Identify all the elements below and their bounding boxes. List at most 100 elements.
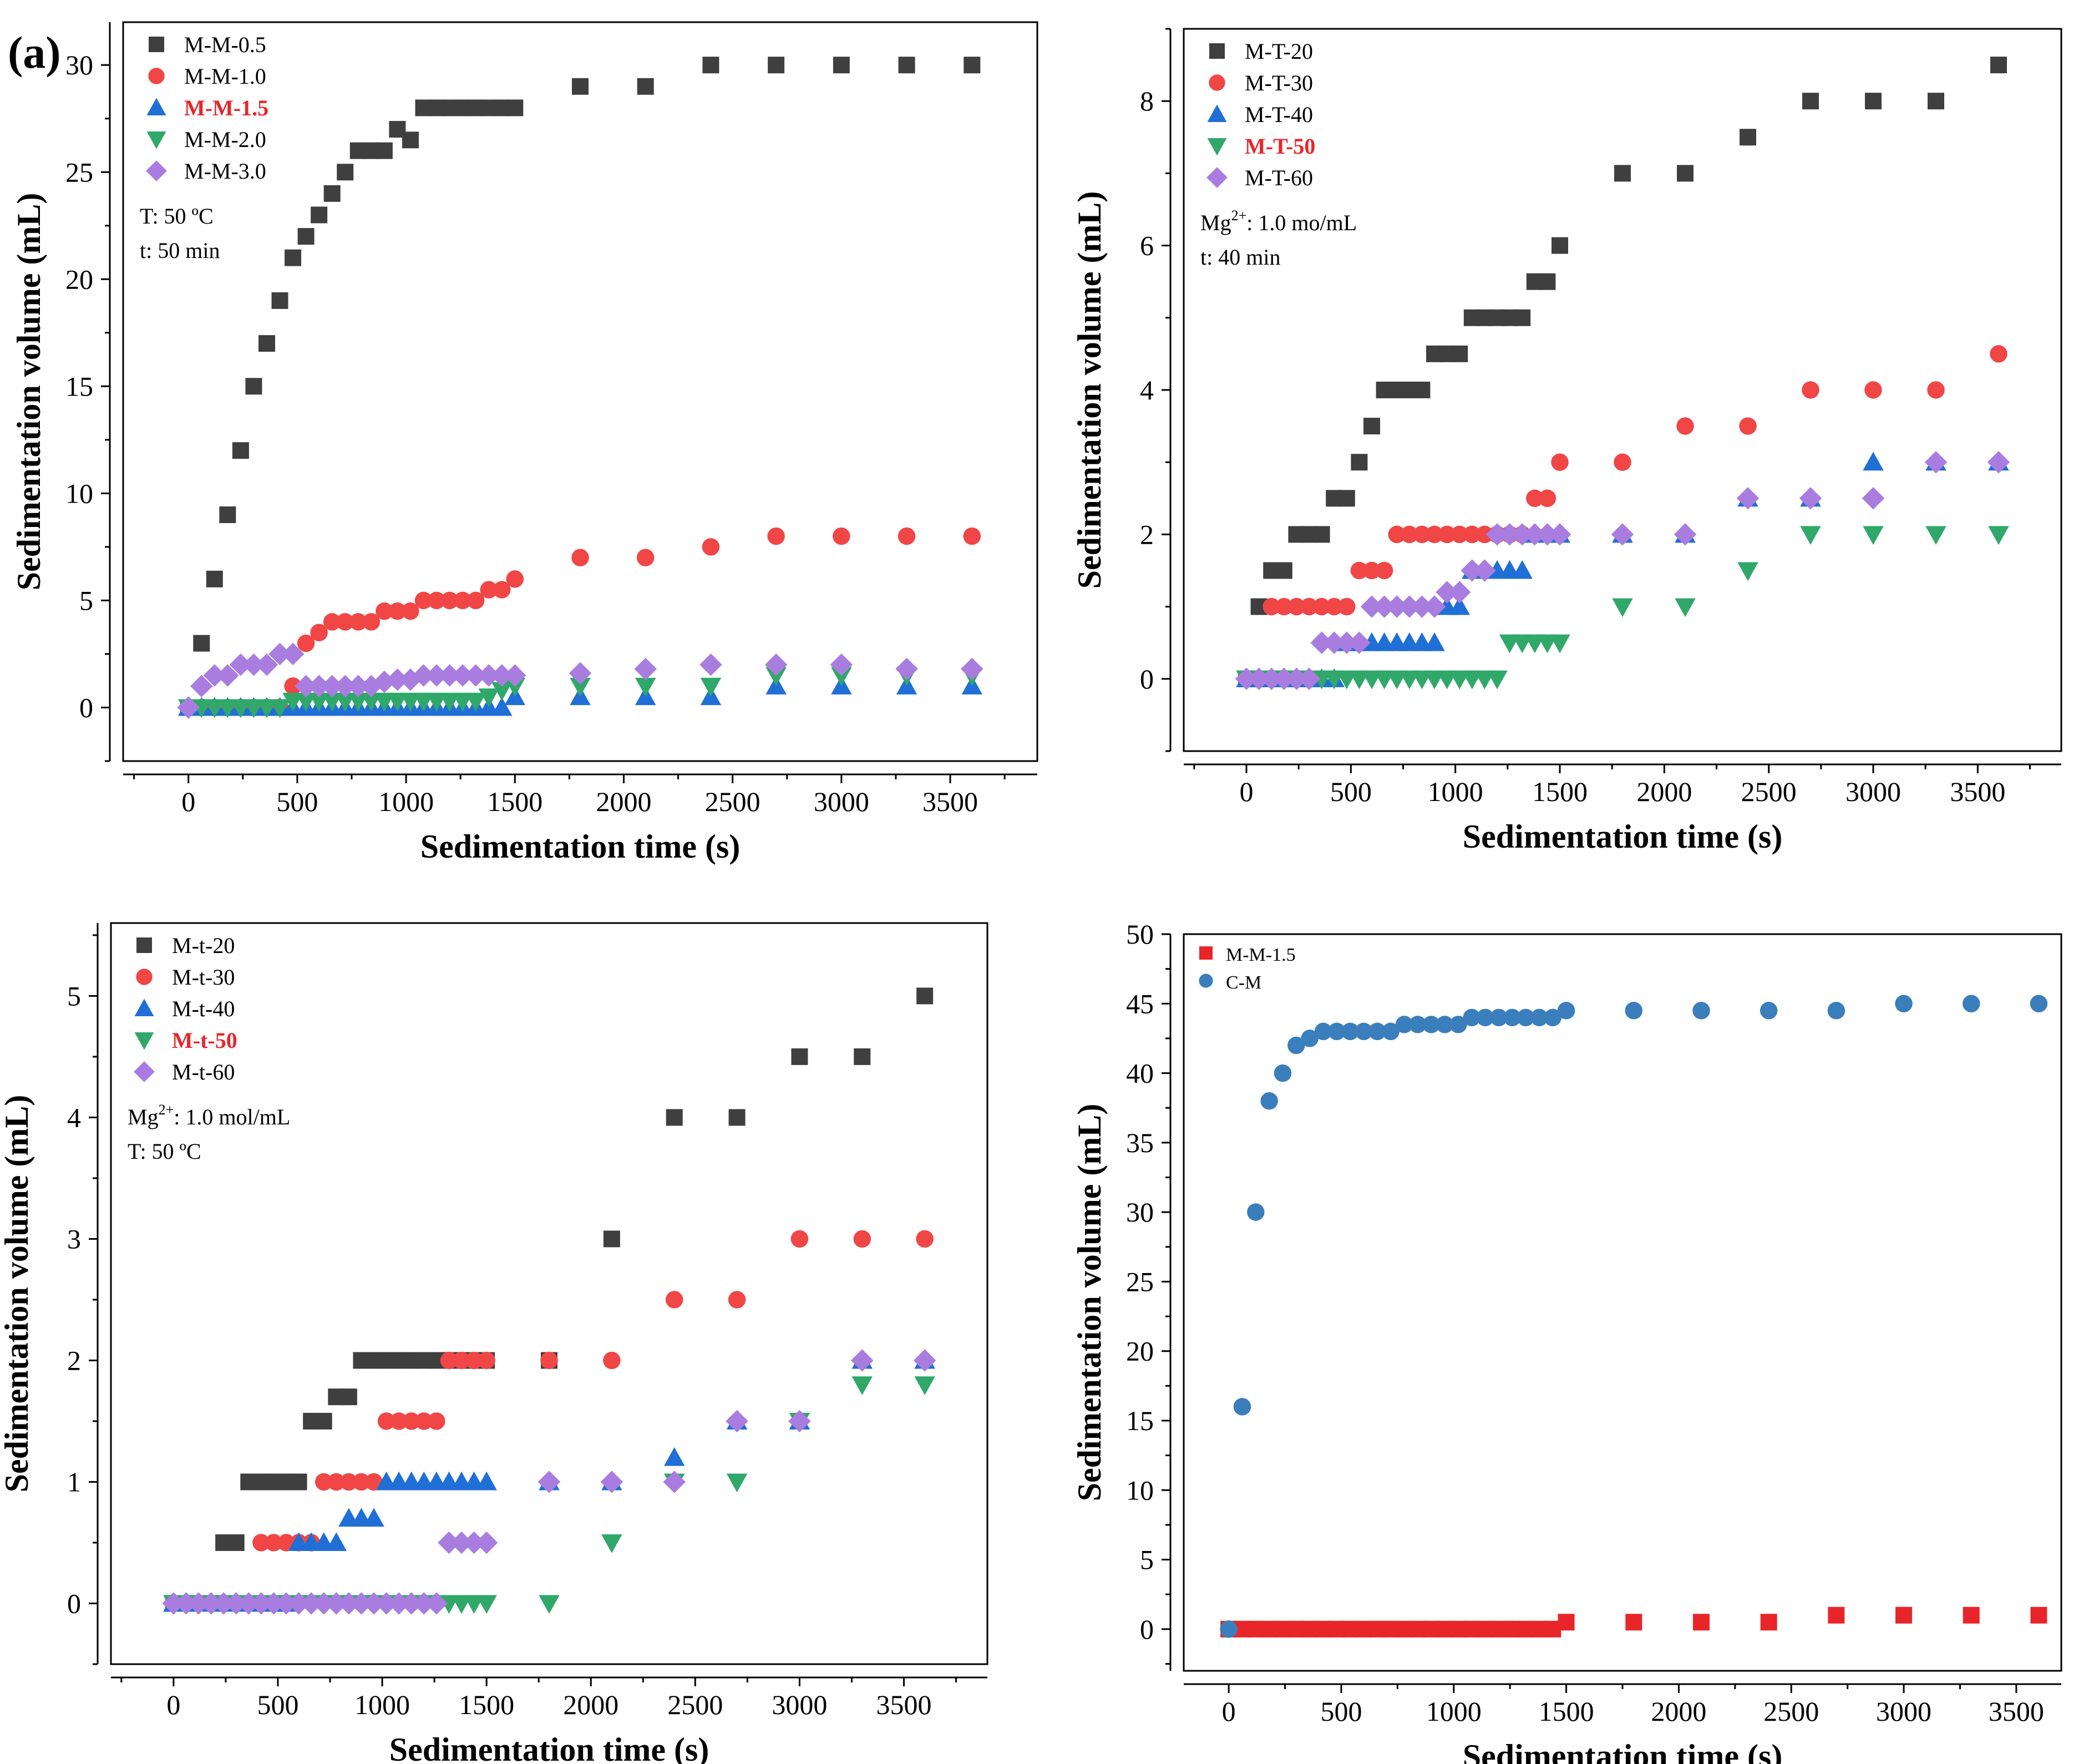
data-point — [1247, 1203, 1265, 1221]
x-tick-label: 2000 — [1651, 1696, 1706, 1727]
data-point — [402, 1412, 420, 1430]
x-tick-label: 2000 — [563, 1689, 618, 1720]
data-point — [440, 1351, 458, 1370]
data-point — [478, 1351, 495, 1370]
data-point — [265, 1534, 283, 1552]
data-point — [913, 1349, 936, 1372]
data-point — [1476, 1008, 1494, 1027]
data-point — [1260, 1092, 1278, 1110]
legend-entry: M-T-30 — [1245, 70, 1313, 95]
data-point — [635, 677, 656, 697]
condition-note: T: 50 ºC — [140, 204, 214, 229]
data-point — [193, 635, 210, 652]
data-point — [1395, 1016, 1413, 1033]
data-point — [1451, 345, 1468, 362]
data-point — [1287, 1036, 1305, 1055]
x-tick-label: 3000 — [1846, 776, 1901, 807]
data-point — [1802, 381, 1819, 399]
data-point — [308, 692, 329, 712]
data-point — [295, 692, 317, 712]
x-axis-label: Sedimentation time (s) — [389, 1731, 709, 1764]
legend-entry: M-t-50 — [172, 1028, 237, 1053]
data-point — [225, 1592, 247, 1615]
x-tick-label: 500 — [1330, 776, 1372, 807]
data-point — [1473, 559, 1496, 582]
data-point — [569, 662, 592, 685]
data-point — [1338, 597, 1356, 616]
legend-marker — [1199, 946, 1213, 960]
legend: M-M-1.5 C-M — [1199, 945, 1296, 993]
data-point — [1510, 523, 1534, 546]
data-point — [337, 1592, 361, 1615]
y-tick-label: 45 — [1126, 988, 1154, 1019]
data-point — [663, 1447, 685, 1466]
data-point — [2030, 995, 2048, 1013]
legend-marker — [1209, 74, 1225, 91]
y-tick-label: 5 — [67, 980, 81, 1011]
data-point — [1301, 1030, 1319, 1047]
y-tick-label: 6 — [1140, 230, 1154, 261]
data-point — [1551, 453, 1569, 471]
data-point — [413, 692, 434, 712]
data-point — [297, 228, 315, 245]
data-point — [390, 1412, 408, 1430]
data-point — [854, 1048, 871, 1065]
data-point — [1314, 1022, 1332, 1041]
data-point — [851, 1376, 873, 1396]
data-point — [387, 1592, 410, 1615]
series-m-t-20 — [165, 987, 934, 1612]
data-point — [504, 664, 526, 687]
data-point — [1413, 525, 1431, 544]
data-point — [916, 1230, 934, 1248]
y-tick-label: 50 — [1126, 919, 1154, 950]
legend-entry: M-T-50 — [1245, 134, 1315, 159]
chart-p1: 0 500 1000 1500 2000 2500 3000 3500 0 5 10 15 20 25 30… — [11, 21, 1038, 865]
legend-marker — [148, 68, 165, 84]
data-point — [1487, 670, 1508, 690]
series-m-m-0-5 — [180, 57, 981, 716]
data-point — [256, 699, 277, 718]
data-point — [728, 1109, 746, 1126]
data-point — [451, 664, 474, 687]
data-point — [282, 692, 303, 712]
legend-entry: M-t-40 — [172, 996, 235, 1021]
data-point — [1827, 1002, 1846, 1020]
data-point — [1485, 523, 1509, 546]
data-point — [506, 99, 524, 116]
data-point — [216, 664, 239, 687]
data-point — [666, 1109, 683, 1126]
legend-entry: M-t-20 — [172, 933, 235, 958]
series-m-t-60 — [1235, 450, 2010, 691]
data-point — [268, 642, 291, 666]
x-tick-label: 2000 — [1636, 776, 1692, 807]
data-point — [699, 653, 722, 676]
y-tick-label: 25 — [65, 156, 93, 187]
data-point — [572, 78, 589, 95]
chart-p3: 0 500 1000 1500 2000 2500 3000 3500 0 1 2 3 4 5 Sedime… — [0, 922, 988, 1764]
data-point — [831, 667, 852, 686]
data-point — [1275, 562, 1292, 579]
legend-marker — [146, 160, 167, 181]
data-point — [1424, 632, 1445, 651]
legend-entry: M-T-40 — [1245, 102, 1313, 127]
x-tick-label: 3000 — [814, 786, 869, 817]
data-point — [402, 131, 419, 149]
legend-marker — [1199, 974, 1213, 988]
data-point — [323, 613, 341, 631]
condition-note: t: 50 min — [140, 238, 220, 263]
data-point — [1557, 1002, 1575, 1020]
data-point — [504, 677, 526, 697]
legend-entry: M-M-2.0 — [184, 127, 266, 152]
data-point — [1351, 454, 1368, 471]
data-point — [540, 1351, 558, 1370]
data-point — [337, 164, 354, 181]
x-tick-label: 1500 — [459, 1689, 514, 1720]
x-tick-label: 500 — [276, 786, 318, 817]
data-point — [1355, 1022, 1373, 1041]
data-point — [603, 1351, 621, 1370]
data-point — [767, 527, 785, 545]
y-tick-label: 1 — [67, 1466, 81, 1497]
data-point — [1928, 93, 1944, 110]
legend-entry: M-M-3.0 — [184, 159, 266, 184]
